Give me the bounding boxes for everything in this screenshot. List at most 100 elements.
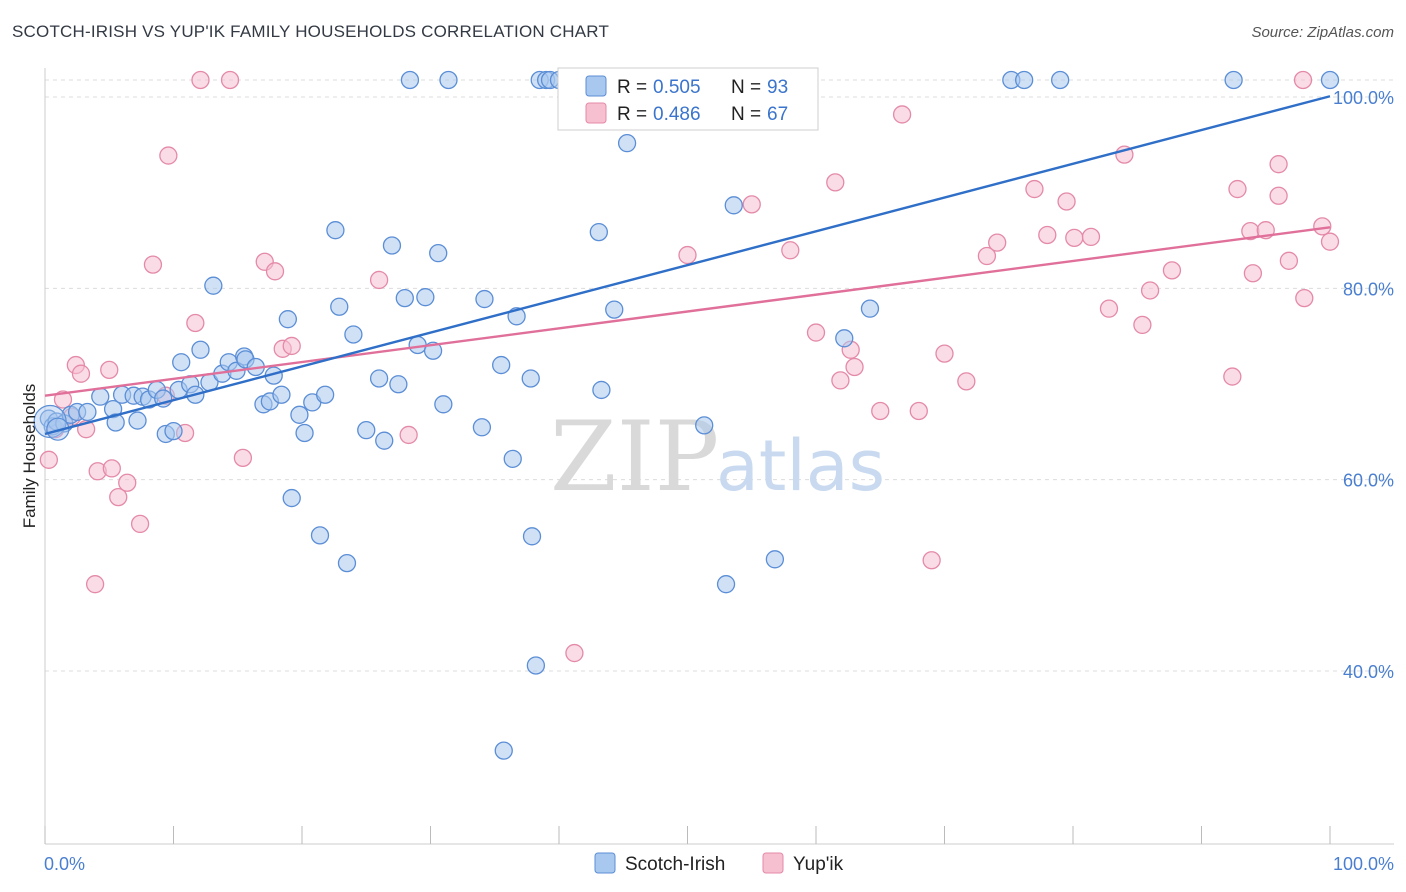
scatter-point [1313,217,1332,236]
scatter-point [724,196,743,215]
chart-source: Source: ZipAtlas.com [1251,24,1394,41]
scatter-point [278,310,298,329]
scatter-point [781,241,800,260]
y-tick-label: 100.0% [1333,88,1394,108]
scatter-point [695,416,714,435]
scatter-point [522,527,542,546]
legend-pink-n-value: 67 [767,104,788,125]
scatter-point [589,222,608,242]
axes [44,68,1394,845]
legend-blue-n-label: N = [731,77,761,98]
scatter-point [1269,155,1288,174]
y-tick-label: 60.0% [1343,471,1394,491]
watermark-zip: ZIP [550,401,719,513]
scatter-point [100,360,119,380]
scatter-point [1295,288,1314,308]
stats-legend: R = 0.505 N = 93 R = 0.486 N = 67 [557,67,819,131]
scatter-point [617,133,637,153]
y-axis-label: Family Households [20,384,39,529]
scatter-point [892,105,912,124]
scatter-point [191,340,210,359]
scatter-point [416,288,435,307]
scatter-point [806,323,826,342]
series-legend: Scotch-Irish Yup'ik [594,852,844,875]
scatter-point [503,449,522,468]
scatter-point [1320,232,1340,251]
legend-blue-n-value: 93 [767,77,788,98]
scatter-point [1057,192,1076,211]
scatter-point [357,420,376,440]
scatter-point [290,405,309,424]
scatter-point [1293,70,1313,90]
scatter-point [526,656,546,675]
scatter-point [310,526,330,545]
scatter-point [71,364,91,383]
scatter-point [492,355,511,375]
scatter-point [742,195,761,214]
scatter-point [716,575,736,594]
scatter-point [605,300,624,319]
scatter-point [53,390,73,409]
scatter-point [1243,264,1263,283]
scatter-point [191,70,210,90]
scatter-point [1223,367,1242,386]
scatter-point [592,380,611,400]
scatter-point [330,297,349,316]
scatter-point [337,553,357,573]
scatter-point [39,450,59,469]
scatter-point [835,329,854,348]
scatter-point [282,336,301,356]
scatter-point [220,70,240,90]
scatter-point [159,146,178,165]
series-legend-blue-label: Scotch-Irish [625,854,725,875]
y-tick-label: 40.0% [1343,662,1394,682]
scatter-point [845,357,864,377]
scatter-point [434,395,453,414]
scatter-point [977,246,997,266]
scatter-point [1065,228,1084,248]
scatter-point [109,487,128,507]
scatter-point [1099,299,1119,318]
scatter-point [935,344,954,363]
series-legend-pink-swatch [762,852,784,874]
series-legend-pink-label: Yup'ik [793,854,844,875]
scatter-point [265,262,285,281]
scatter-point [1224,70,1243,90]
scatter-point [871,401,890,421]
scatter-point [344,325,363,344]
legend-pink-r-label: R = [617,104,647,125]
scatter-point [1025,179,1044,199]
legend-blue-r-label: R = [617,77,647,98]
legend-blue-swatch [585,75,607,97]
y-tick-label: 80.0% [1343,279,1394,299]
legend-pink-n-label: N = [731,104,761,125]
scatter-point [118,473,137,492]
trend-line-scotch-irish [44,95,1331,436]
scatter-point [382,236,402,255]
scatter-point [85,575,105,594]
x-tick-max: 100.0% [1333,854,1394,874]
legend-blue-r-value: 0.505 [653,77,701,98]
scatter-point [1015,70,1034,90]
scatter-point [1051,70,1070,90]
scatter-point [1269,186,1288,205]
scatter-point [143,255,163,274]
scatter-point [831,371,850,390]
legend-pink-swatch [585,102,607,124]
scatter-point [106,413,125,432]
scatter-point [1320,70,1340,90]
scatter-point [375,431,394,450]
scatter-point [186,313,205,333]
scatter-point [909,401,928,421]
scatter-point [521,369,540,388]
scatter-point [369,369,389,388]
scatter-point [295,423,314,443]
scatter-point [765,550,785,569]
scatter-point [860,299,880,318]
series-legend-blue-swatch [594,852,616,874]
scatter-point [439,70,458,90]
scatter-point [395,288,414,308]
scatter-point [369,270,389,290]
scatter-point [1228,179,1247,199]
